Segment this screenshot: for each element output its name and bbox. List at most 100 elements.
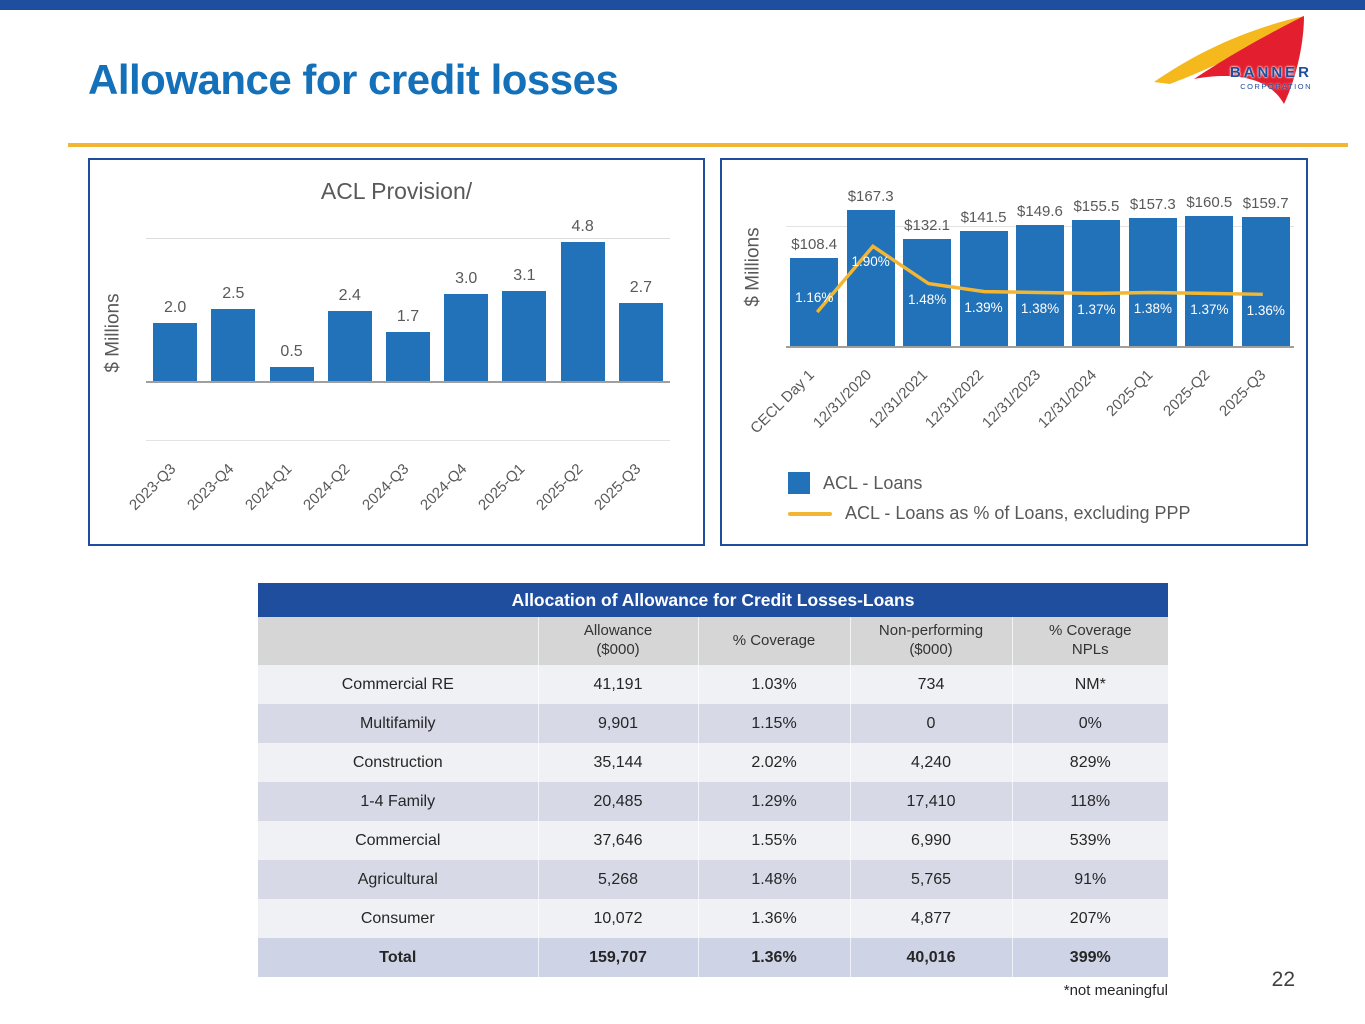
bar (385, 331, 430, 381)
row-label: 1-4 Family (258, 782, 538, 821)
column-header: % Coverage (697, 617, 850, 665)
bar-slot: 4.8 (554, 218, 612, 381)
value-cell: 1.03% (697, 665, 850, 704)
bar-value-label: $132.1 (904, 216, 951, 234)
logo-wordmark: BANNER (1229, 64, 1312, 81)
bar-slot: 2.0 (146, 239, 204, 381)
bar-value-label: 0.5 (280, 342, 303, 360)
bar-value-label: 2.0 (163, 299, 187, 316)
bar-value-label: $157.3 (1129, 196, 1176, 214)
row-label: Construction (258, 743, 538, 782)
table-row: Agricultural 5,268 1.48% 5,765 91% (258, 860, 1169, 899)
column-header: % Coverage NPLs (1011, 617, 1169, 665)
legend-label: ACL - Loans (823, 472, 923, 493)
legend-item-acl-loans: ACL - Loans (788, 472, 1191, 494)
legend-label: ACL - Loans as % of Loans, excluding PPP (845, 503, 1191, 523)
bar (846, 210, 895, 346)
bar (560, 241, 605, 381)
bar (1241, 216, 1290, 346)
bar-slot: 3.1 (495, 239, 553, 381)
value-cell: 1.29% (697, 782, 850, 821)
bar-slot: $132.1 (899, 198, 955, 346)
legend-item-acl-percent: ACL - Loans as % of Loans, excluding PPP (788, 503, 1191, 524)
bar-slot: 2.4 (321, 239, 379, 381)
line-point-label: 1.90% (851, 254, 890, 269)
value-cell: 20,485 (537, 782, 698, 821)
line-point-label: 1.37% (1190, 301, 1229, 317)
allocation-table: Allocation of Allowance for Credit Losse… (258, 583, 1169, 977)
bar-slot: $155.5 (1068, 198, 1124, 346)
table-total-row: Total 159,707 1.36% 40,016 399% (258, 938, 1169, 977)
legend-line-swatch (788, 511, 832, 516)
table-column-header-row: Allowance ($000)% Coverage Non-performing… (258, 617, 1169, 665)
line-point-label: 1.37% (1077, 301, 1116, 317)
bar-value-label: 1.7 (396, 307, 420, 325)
bar (1015, 224, 1064, 346)
bar-slot: $149.6 (1012, 198, 1068, 346)
bar-slot: 3.0 (437, 239, 495, 381)
sail-logo-icon (1154, 16, 1304, 104)
bar (327, 311, 372, 381)
value-cell: 91% (1011, 860, 1169, 899)
provision-chart-panel: ACL Provision/ $ Millions 2.0 2.5 0.5 2.4 1.… (88, 158, 705, 546)
row-label: Commercial (258, 821, 538, 860)
bar-value-label: 3.1 (513, 267, 536, 285)
bar (269, 366, 314, 381)
table-row: Construction 35,144 2.02% 4,240 829% (258, 743, 1169, 782)
legend-bar-swatch (788, 472, 810, 494)
value-cell: 5,268 (537, 860, 698, 899)
page-number: 22 (1271, 968, 1295, 991)
provision-plot: 2.0 2.5 0.5 2.4 1.7 3.0 3.1 4.8 2.7 (146, 218, 670, 383)
provision-xaxis: 2023-Q3 2023-Q4 2024-Q1 2024-Q2 2024-Q3 2024-… (126, 450, 670, 545)
row-label: Commercial RE (258, 665, 538, 704)
bar (959, 231, 1008, 346)
banner-logo: BANNER CORPORATION (1152, 12, 1312, 116)
value-cell: 118% (1011, 782, 1169, 821)
bar-value-label: $149.6 (1017, 202, 1063, 220)
bar (1185, 215, 1234, 346)
bar-slot: 2.5 (204, 239, 262, 381)
x-tick-label: CECL Day 1 (747, 366, 819, 438)
value-cell: NM* (1011, 665, 1169, 704)
value-cell: 40,016 (849, 938, 1012, 977)
logo-subtext: CORPORATION (1240, 82, 1312, 91)
x-tick: 2025-Q3 (592, 450, 670, 545)
line-point-label: 1.36% (1246, 302, 1285, 318)
row-label: Total (258, 938, 538, 977)
column-header: Non-performing ($000) (849, 617, 1012, 665)
value-cell: 829% (1011, 743, 1169, 782)
table-title-row: Allocation of Allowance for Credit Losse… (258, 583, 1169, 617)
bar (444, 294, 489, 381)
value-cell: 734 (849, 665, 1012, 704)
row-label: Agricultural (258, 860, 538, 899)
value-cell: 4,240 (849, 743, 1012, 782)
row-label: Consumer (258, 899, 538, 938)
bar-value-label: 2.4 (338, 287, 361, 305)
bar-value-label: 4.8 (571, 217, 594, 235)
bar-slot: $167.3 (842, 188, 898, 346)
y-axis-label: $ Millions (742, 227, 764, 307)
bar-value-label: 2.5 (222, 284, 245, 302)
row-label: Multifamily (258, 704, 538, 743)
gold-divider (68, 143, 1348, 147)
footnote: *not meaningful (1063, 982, 1168, 999)
bar (153, 323, 198, 381)
y-axis-label: $ Millions (102, 293, 124, 373)
bar (618, 302, 663, 381)
value-cell: 399% (1011, 938, 1169, 977)
column-header: Allowance ($000) (537, 617, 698, 665)
chart-legend: ACL - Loans ACL - Loans as % of Loans, e… (788, 472, 1191, 524)
line-point-label: 1.16% (795, 289, 834, 305)
bar (211, 308, 256, 381)
bar-value-label: $108.4 (791, 236, 838, 254)
bar-slot: $141.5 (955, 198, 1011, 346)
column-header (258, 617, 538, 665)
gridline (146, 440, 670, 441)
value-cell: 1.48% (697, 860, 850, 899)
value-cell: 1.36% (697, 938, 850, 977)
value-cell: 1.36% (697, 899, 850, 938)
value-cell: 0 (849, 704, 1012, 743)
line-point-label: 1.38% (1020, 300, 1060, 316)
value-cell: 37,646 (537, 821, 698, 860)
bar-value-label: $160.5 (1186, 193, 1233, 211)
